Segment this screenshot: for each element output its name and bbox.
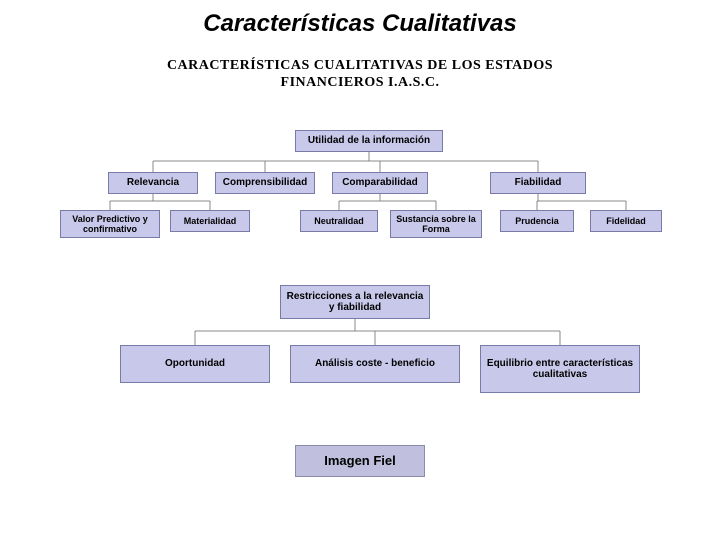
node-l3-1: Materialidad <box>170 210 250 232</box>
node-imagen-fiel: Imagen Fiel <box>295 445 425 477</box>
node-restr-child-0: Oportunidad <box>120 345 270 383</box>
node-l2-0: Relevancia <box>108 172 198 194</box>
node-utilidad: Utilidad de la información <box>295 130 443 152</box>
subtitle-line-2: FINANCIEROS I.A.S.C. <box>281 75 440 90</box>
node-l3-5: Fidelidad <box>590 210 662 232</box>
diagram-subtitle: CARACTERÍSTICAS CUALITATIVAS DE LOS ESTA… <box>0 44 720 102</box>
diagram-canvas: Utilidad de la información Relevancia Comp… <box>0 110 720 530</box>
node-restr-child-2: Equilibrio entre características cualita… <box>480 345 640 393</box>
node-l3-3: Sustancia sobre la Forma <box>390 210 482 238</box>
node-l3-2: Neutralidad <box>300 210 378 232</box>
node-l3-0: Valor Predictivo y confirmativo <box>60 210 160 238</box>
subtitle-line-1: CARACTERÍSTICAS CUALITATIVAS DE LOS ESTA… <box>167 58 553 73</box>
node-restricciones: Restricciones a la relevancia y fiabilid… <box>280 285 430 319</box>
node-restr-child-1: Análisis coste - beneficio <box>290 345 460 383</box>
node-l2-1: Comprensibilidad <box>215 172 315 194</box>
node-l3-4: Prudencia <box>500 210 574 232</box>
page-title: Características Cualitativas <box>0 0 720 44</box>
node-l2-3: Fiabilidad <box>490 172 586 194</box>
node-l2-2: Comparabilidad <box>332 172 428 194</box>
